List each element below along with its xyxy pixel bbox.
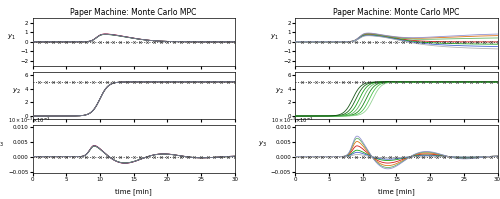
- Y-axis label: $y_3$: $y_3$: [258, 140, 267, 149]
- Y-axis label: $y_3$: $y_3$: [0, 140, 4, 149]
- Y-axis label: $y_2$: $y_2$: [12, 86, 21, 96]
- Title: Paper Machine: Monte Carlo MPC: Paper Machine: Monte Carlo MPC: [333, 8, 460, 17]
- X-axis label: time [min]: time [min]: [115, 188, 152, 195]
- Text: $10\times10^{-3}$: $10\times10^{-3}$: [271, 116, 296, 125]
- Y-axis label: $y_1$: $y_1$: [270, 33, 279, 42]
- Text: $\times10^{-3}$: $\times10^{-3}$: [32, 115, 51, 125]
- Y-axis label: $y_1$: $y_1$: [8, 33, 16, 42]
- Y-axis label: $y_2$: $y_2$: [275, 86, 284, 96]
- Text: $\times10^{-3}$: $\times10^{-3}$: [296, 115, 314, 125]
- Title: Paper Machine: Monte Carlo MPC: Paper Machine: Monte Carlo MPC: [70, 8, 197, 17]
- Text: $10\times10^{-3}$: $10\times10^{-3}$: [8, 116, 34, 125]
- X-axis label: time [min]: time [min]: [378, 188, 415, 195]
